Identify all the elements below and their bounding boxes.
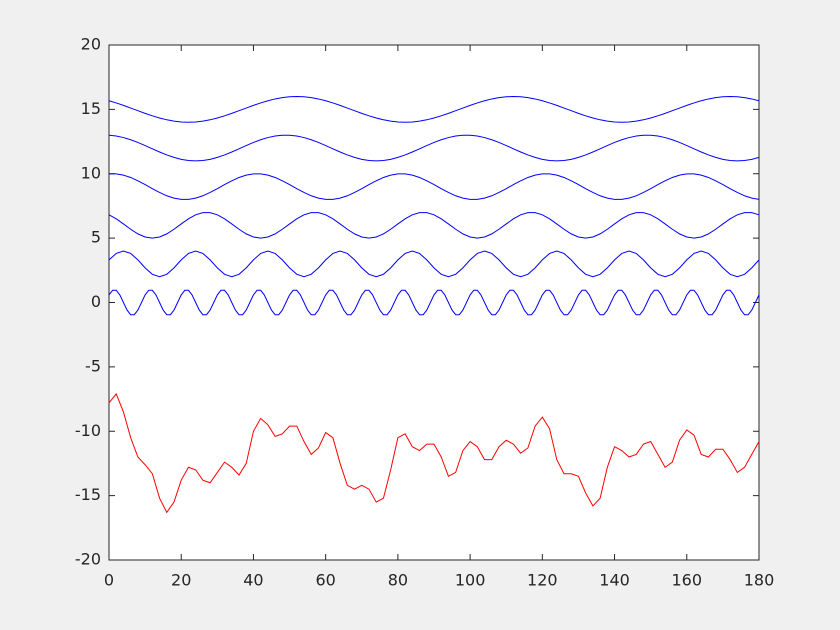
line-series (109, 173, 760, 200)
y-tick-label: -5 (85, 356, 101, 375)
x-tick-label: 120 (527, 571, 558, 590)
y-tick-label: 15 (81, 99, 101, 118)
line-series (108, 95, 760, 123)
x-tick-label: 160 (672, 571, 703, 590)
y-tick-label: -15 (75, 485, 101, 504)
x-tick-label: 180 (744, 571, 775, 590)
y-tick-label: 5 (91, 228, 101, 247)
y-tick-label: 0 (91, 292, 101, 311)
line-series (108, 289, 760, 316)
y-tick-label: -20 (75, 550, 101, 569)
y-tick-label: -10 (75, 421, 101, 440)
x-tick-label: 140 (599, 571, 630, 590)
x-tick-label: 20 (171, 571, 191, 590)
x-tick-label: 80 (388, 571, 408, 590)
axes-box (108, 44, 760, 561)
line-series (108, 134, 760, 162)
x-tick-label: 40 (243, 571, 263, 590)
y-tick-label: 10 (81, 163, 101, 182)
y-tick-label: 20 (81, 35, 101, 54)
line-series (108, 212, 760, 239)
x-tick-label: 0 (104, 571, 114, 590)
line-series (108, 392, 760, 514)
x-tick-label: 100 (455, 571, 486, 590)
line-series (108, 250, 760, 278)
x-tick-label: 60 (315, 571, 335, 590)
